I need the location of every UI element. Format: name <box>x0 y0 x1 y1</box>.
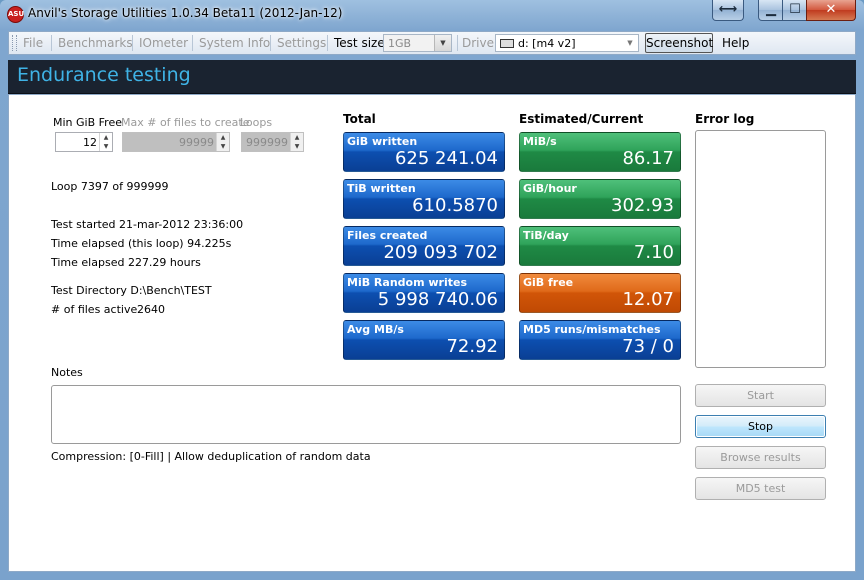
error-log-textarea[interactable] <box>695 130 826 368</box>
toolbar-separator <box>270 35 271 51</box>
tile-value: 302.93 <box>611 195 674 216</box>
min-gib-free-stepper[interactable]: 12 ▲ ▼ <box>55 132 113 152</box>
max-files-label: Max # of files to create <box>121 116 250 129</box>
min-gib-free-value: 12 <box>83 136 97 149</box>
loops-value: 999999 <box>246 136 288 149</box>
chevron-down-icon: ▼ <box>434 35 451 51</box>
browse-results-button[interactable]: Browse results <box>695 446 826 469</box>
loop-counter: Loop 7397 of 999999 <box>51 180 169 193</box>
tile-value: 72.92 <box>446 336 498 357</box>
test-size-value: 1GB <box>388 37 412 50</box>
tile-avg-mbs: Avg MB/s 72.92 <box>343 320 505 360</box>
tile-value: 209 093 702 <box>383 242 498 263</box>
stepper-arrows-icon[interactable]: ▲ ▼ <box>216 133 229 151</box>
tile-files-created: Files created 209 093 702 <box>343 226 505 266</box>
screenshot-button[interactable]: Screenshot <box>645 33 713 53</box>
title-bar[interactable]: ASU Anvil's Storage Utilities 1.0.34 Bet… <box>0 0 864 28</box>
stop-button[interactable]: Stop <box>695 415 826 438</box>
drive-select[interactable]: d: [m4 v2] ▼ <box>495 34 639 52</box>
md5-test-button[interactable]: MD5 test <box>695 477 826 500</box>
toolbar: File Benchmarks IOmeter System Info Sett… <box>8 31 856 55</box>
toolbar-separator <box>51 35 52 51</box>
toolbar-separator <box>132 35 133 51</box>
tile-label: GiB written <box>347 135 418 148</box>
loops-label: Loops <box>240 116 273 129</box>
tile-value: 5 998 740.06 <box>377 289 498 310</box>
error-log-heading: Error log <box>695 112 755 126</box>
tile-value: 625 241.04 <box>394 148 498 169</box>
files-active-value: 2640 <box>137 303 165 316</box>
test-size-label: Test size <box>334 36 385 50</box>
tile-gib-written: GiB written 625 241.04 <box>343 132 505 172</box>
toolbar-separator <box>327 35 328 51</box>
tile-label: Files created <box>347 229 428 242</box>
tile-mib-random-writes: MiB Random writes 5 998 740.06 <box>343 273 505 313</box>
test-size-select[interactable]: 1GB ▼ <box>383 34 452 52</box>
tile-label: MiB Random writes <box>347 276 468 289</box>
tile-label: MiB/s <box>523 135 557 148</box>
estimated-heading: Estimated/Current <box>519 112 644 126</box>
drive-label: Drive <box>462 36 494 50</box>
window-title: Anvil's Storage Utilities 1.0.34 Beta11 … <box>28 6 343 20</box>
max-files-stepper[interactable]: 99999 ▲ ▼ <box>122 132 230 152</box>
menu-system-info[interactable]: System Info <box>199 36 271 50</box>
tile-label: Avg MB/s <box>347 323 404 336</box>
tile-label: MD5 runs/mismatches <box>523 323 661 336</box>
tile-value: 610.5870 <box>412 195 498 216</box>
notes-textarea[interactable] <box>51 385 681 444</box>
page-title: Endurance testing <box>17 64 191 86</box>
maximize-button[interactable]: ☐ <box>782 0 808 21</box>
close-button[interactable]: ✕ <box>806 0 856 21</box>
menu-settings[interactable]: Settings <box>277 36 327 50</box>
tile-value: 73 / 0 <box>622 336 674 357</box>
main-panel: Min GiB Free Max # of files to create Lo… <box>8 94 856 572</box>
tile-gib-hour: GiB/hour 302.93 <box>519 179 681 219</box>
time-elapsed-loop: Time elapsed (this loop) 94.225s <box>51 237 232 250</box>
drive-icon <box>500 39 514 48</box>
stepper-arrows-icon[interactable]: ▲ ▼ <box>99 133 112 151</box>
tile-label: TiB written <box>347 182 416 195</box>
menu-benchmarks[interactable]: Benchmarks <box>58 36 133 50</box>
tile-tib-day: TiB/day 7.10 <box>519 226 681 266</box>
files-active-label: # of files active <box>51 303 138 316</box>
tile-value: 86.17 <box>622 148 674 169</box>
toolbar-separator <box>192 35 193 51</box>
tile-label: GiB/hour <box>523 182 577 195</box>
tile-value: 12.07 <box>622 289 674 310</box>
tile-tib-written: TiB written 610.5870 <box>343 179 505 219</box>
menu-iometer[interactable]: IOmeter <box>139 36 189 50</box>
test-started: Test started 21-mar-2012 23:36:00 <box>51 218 244 231</box>
loops-stepper[interactable]: 999999 ▲ ▼ <box>241 132 304 152</box>
stepper-arrows-icon[interactable]: ▲ ▼ <box>290 133 303 151</box>
minimize-button[interactable]: ▁ <box>758 0 784 21</box>
min-gib-free-label: Min GiB Free <box>53 116 122 129</box>
menu-file[interactable]: File <box>23 36 44 50</box>
time-elapsed: Time elapsed 227.29 hours <box>51 256 201 269</box>
max-files-value: 99999 <box>179 136 214 149</box>
tile-gib-free: GiB free 12.07 <box>519 273 681 313</box>
tile-label: TiB/day <box>523 229 569 242</box>
start-button[interactable]: Start <box>695 384 826 407</box>
chevron-down-icon: ▼ <box>622 35 638 51</box>
menu-help[interactable]: Help <box>722 36 750 50</box>
total-heading: Total <box>343 112 376 126</box>
toolbar-separator <box>457 35 458 51</box>
page-header: Endurance testing <box>8 60 856 94</box>
tile-mibs: MiB/s 86.17 <box>519 132 681 172</box>
test-directory: Test Directory D:\Bench\TEST <box>51 284 212 297</box>
tile-value: 7.10 <box>633 242 674 263</box>
app-icon: ASU <box>7 6 24 23</box>
tile-md5-runs: MD5 runs/mismatches 73 / 0 <box>519 320 681 360</box>
drive-value: d: [m4 v2] <box>518 37 576 50</box>
notes-label: Notes <box>51 366 83 379</box>
swap-window-button[interactable]: ⟷ <box>712 0 744 21</box>
tile-label: GiB free <box>523 276 574 289</box>
toolbar-grip-icon[interactable] <box>12 35 17 51</box>
compression-info: Compression: [0-Fill] | Allow deduplicat… <box>51 450 371 463</box>
